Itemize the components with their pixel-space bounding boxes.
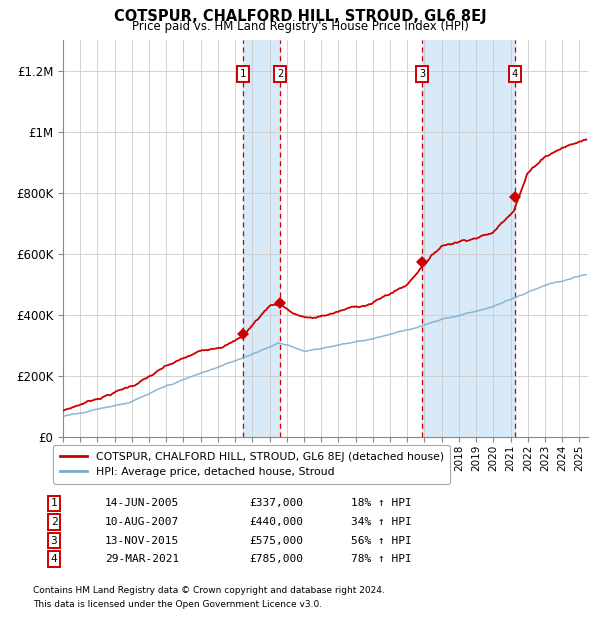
Text: 14-JUN-2005: 14-JUN-2005 [105, 498, 179, 508]
Bar [422, 40, 515, 437]
Text: 10-AUG-2007: 10-AUG-2007 [105, 517, 179, 527]
Text: 3: 3 [419, 69, 425, 79]
Text: £575,000: £575,000 [249, 536, 303, 546]
Text: Contains HM Land Registry data © Crown copyright and database right 2024.: Contains HM Land Registry data © Crown c… [33, 586, 385, 595]
Text: £785,000: £785,000 [249, 554, 303, 564]
Text: £440,000: £440,000 [249, 517, 303, 527]
Text: 1: 1 [50, 498, 58, 508]
Text: 1: 1 [240, 69, 246, 79]
Text: 34% ↑ HPI: 34% ↑ HPI [351, 517, 412, 527]
Text: This data is licensed under the Open Government Licence v3.0.: This data is licensed under the Open Gov… [33, 600, 322, 609]
Text: 3: 3 [50, 536, 58, 546]
Text: 2: 2 [50, 517, 58, 527]
Text: 29-MAR-2021: 29-MAR-2021 [105, 554, 179, 564]
Text: £337,000: £337,000 [249, 498, 303, 508]
Text: 78% ↑ HPI: 78% ↑ HPI [351, 554, 412, 564]
Legend: COTSPUR, CHALFORD HILL, STROUD, GL6 8EJ (detached house), HPI: Average price, de: COTSPUR, CHALFORD HILL, STROUD, GL6 8EJ … [53, 445, 450, 484]
Text: Price paid vs. HM Land Registry's House Price Index (HPI): Price paid vs. HM Land Registry's House … [131, 20, 469, 33]
Text: 2: 2 [277, 69, 283, 79]
Text: 18% ↑ HPI: 18% ↑ HPI [351, 498, 412, 508]
Bar [243, 40, 280, 437]
Text: 13-NOV-2015: 13-NOV-2015 [105, 536, 179, 546]
Text: COTSPUR, CHALFORD HILL, STROUD, GL6 8EJ: COTSPUR, CHALFORD HILL, STROUD, GL6 8EJ [113, 9, 487, 24]
Text: 4: 4 [512, 69, 518, 79]
Text: 4: 4 [50, 554, 58, 564]
Text: 56% ↑ HPI: 56% ↑ HPI [351, 536, 412, 546]
